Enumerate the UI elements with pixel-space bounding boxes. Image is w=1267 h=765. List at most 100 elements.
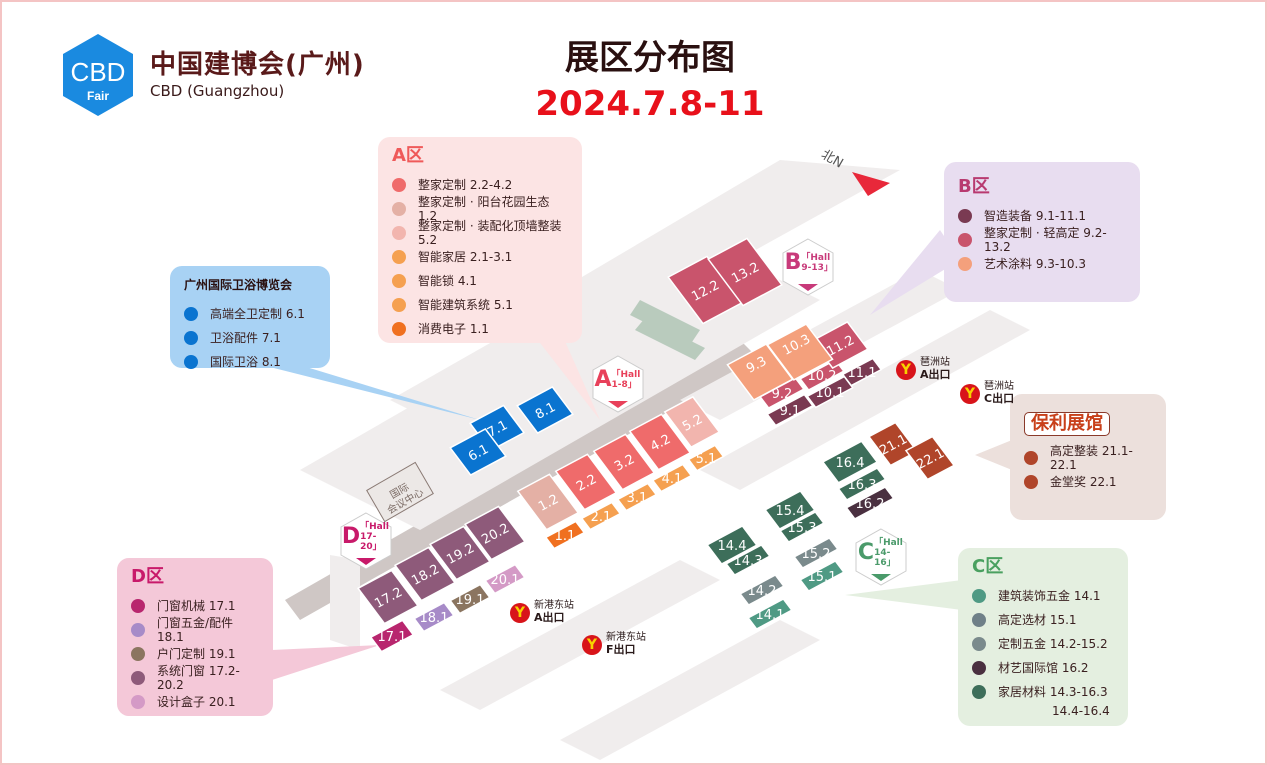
metro-station[interactable]: Y 琶洲站 C出口	[960, 381, 1014, 406]
hall-10-3[interactable]: 10.3	[766, 323, 834, 381]
hall-label: 18.1	[420, 611, 449, 626]
color-dot-icon	[958, 233, 972, 247]
hall-label: 9.2	[772, 387, 793, 402]
hall-badge-d[interactable]: D 「Hall 17-20」	[340, 512, 392, 570]
hall-9-2[interactable]: 9.2	[759, 377, 805, 409]
hall-shape	[554, 453, 618, 511]
callout-pointer	[845, 580, 962, 610]
hall-shape	[739, 574, 785, 606]
hall-shape	[516, 386, 574, 434]
hall-shape	[544, 520, 586, 550]
legend-item: 户门定制 19.1	[131, 642, 259, 666]
hall-shape	[904, 435, 956, 481]
legend-item: 卫浴配件 7.1	[184, 326, 316, 350]
hall-badge-c[interactable]: C 「Hall 14-16」	[855, 528, 907, 586]
hall-2-1[interactable]: 2.1	[580, 501, 622, 531]
metro-station[interactable]: Y 新港东站 F出口	[582, 632, 646, 657]
hall-5-2[interactable]: 5.2	[663, 395, 721, 449]
hall-badge-b[interactable]: B 「Hall 9-13」	[782, 238, 834, 296]
hall-13-2[interactable]: 13.2	[707, 237, 783, 307]
hall-21-1[interactable]: 21.1	[867, 421, 919, 467]
hall-shape	[799, 560, 845, 592]
station-name: 新港东站	[534, 600, 574, 611]
hall-18-1[interactable]: 18.1	[413, 601, 455, 633]
legend-label: 定制五金 14.2-15.2	[998, 637, 1108, 651]
hall-label: 16.3	[848, 478, 877, 493]
legend-label: 高定整装 21.1-22.1	[1050, 444, 1133, 472]
hall-16-2[interactable]: 16.2	[845, 486, 895, 520]
hall-16-4[interactable]: 16.4	[821, 440, 879, 484]
hall-16-3[interactable]: 16.3	[837, 467, 887, 501]
hall-shape	[764, 490, 816, 530]
legend-title: D区	[131, 566, 164, 587]
hall-12-2[interactable]: 12.2	[667, 255, 743, 325]
hall-22-1[interactable]: 22.1	[904, 435, 956, 481]
hall-badge-a[interactable]: A 「Hall 1-8」	[592, 355, 644, 413]
hall-6-1[interactable]: 6.1	[449, 428, 507, 476]
legend-title: 广州国际卫浴博览会	[184, 278, 293, 292]
hall-20-1[interactable]: 20.1	[484, 563, 526, 595]
legend-label: 整家定制 · 装配化顶墙整装 5.2	[418, 219, 562, 247]
hall-17-2[interactable]: 17.2	[356, 569, 420, 625]
hall-shape	[806, 375, 854, 409]
hall-label: 11.1	[848, 366, 877, 381]
hall-shape	[592, 433, 656, 491]
hall-14-2[interactable]: 14.2	[739, 574, 785, 606]
hall-10-1[interactable]: 10.1	[806, 375, 854, 409]
hall-label: 14.2	[748, 584, 777, 599]
hall-shape	[841, 357, 883, 387]
hall-label: 16.4	[836, 456, 865, 471]
legend-item: 系统门窗 17.2-20.2	[131, 664, 259, 692]
hall-shape	[449, 428, 507, 476]
hall-shape	[369, 619, 415, 653]
hall-18-2[interactable]: 18.2	[393, 546, 457, 602]
hall-shape	[484, 563, 526, 595]
hall-15-2[interactable]: 15.2	[793, 537, 839, 569]
hall-4-1[interactable]: 4.1	[651, 463, 693, 493]
hall-shape	[651, 463, 693, 493]
hall-14-1[interactable]: 14.1	[747, 598, 793, 630]
hall-20-2[interactable]: 20.2	[463, 505, 527, 561]
hall-shape	[793, 537, 839, 569]
road	[330, 555, 360, 650]
metro-station[interactable]: Y 新港东站 A出口	[510, 600, 574, 625]
legend-item: 高定选材 15.1	[972, 608, 1114, 632]
hall-4-2[interactable]: 4.2	[628, 413, 692, 471]
hall-1-2[interactable]: 1.2	[516, 473, 580, 531]
hall-label: 3.1	[627, 491, 648, 506]
legend-item: 智能建筑系统 5.1	[392, 293, 568, 317]
hall-3-1[interactable]: 3.1	[616, 482, 658, 512]
hall-15-1[interactable]: 15.1	[799, 560, 845, 592]
hall-9-1[interactable]: 9.1	[766, 393, 814, 427]
logo-text: CBD	[71, 57, 126, 87]
legend-label: 家居材料 14.3-16.3	[998, 685, 1108, 699]
hall-1-1[interactable]: 1.1	[544, 520, 586, 550]
hall-14-3[interactable]: 14.3	[725, 544, 771, 576]
hall-11-1[interactable]: 11.1	[841, 357, 883, 387]
legend-item: 金堂奖 22.1	[1024, 470, 1152, 494]
hall-19-1[interactable]: 19.1	[449, 583, 491, 615]
station-exit: A出口	[920, 368, 951, 381]
legend-item: 家居材料 14.3-16.3	[972, 680, 1114, 704]
badge-letter: C	[857, 540, 875, 565]
legend-item: 高端全卫定制 6.1	[184, 302, 316, 326]
hall-15-4[interactable]: 15.4	[764, 490, 816, 530]
color-dot-icon	[131, 599, 145, 613]
legend-label: 艺术涂料 9.3-10.3	[984, 257, 1086, 271]
legend-item: 智能锁 4.1	[392, 269, 568, 293]
hall-3-2[interactable]: 3.2	[592, 433, 656, 491]
hall-5-1[interactable]: 5.1	[687, 444, 725, 472]
hall-19-2[interactable]: 19.2	[428, 525, 492, 581]
hall-17-1[interactable]: 17.1	[369, 619, 415, 653]
hall-2-2[interactable]: 2.2	[554, 453, 618, 511]
hall-shape	[516, 473, 580, 531]
hall-9-3[interactable]: 9.3	[726, 343, 794, 401]
hall-14-4[interactable]: 14.4	[706, 525, 758, 565]
callout-pointer	[870, 230, 960, 315]
hall-15-3[interactable]: 15.3	[779, 511, 825, 543]
legend-a-box: A区 整家定制 2.2-4.2 整家定制 · 阳台花园生态 1.2 整家定制 · 装配…	[378, 137, 582, 343]
hall-8-1[interactable]: 8.1	[516, 386, 574, 434]
legend-label: 消费电子 1.1	[418, 322, 489, 336]
color-dot-icon	[131, 623, 145, 637]
metro-station[interactable]: Y 琶洲站 A出口	[896, 357, 951, 382]
